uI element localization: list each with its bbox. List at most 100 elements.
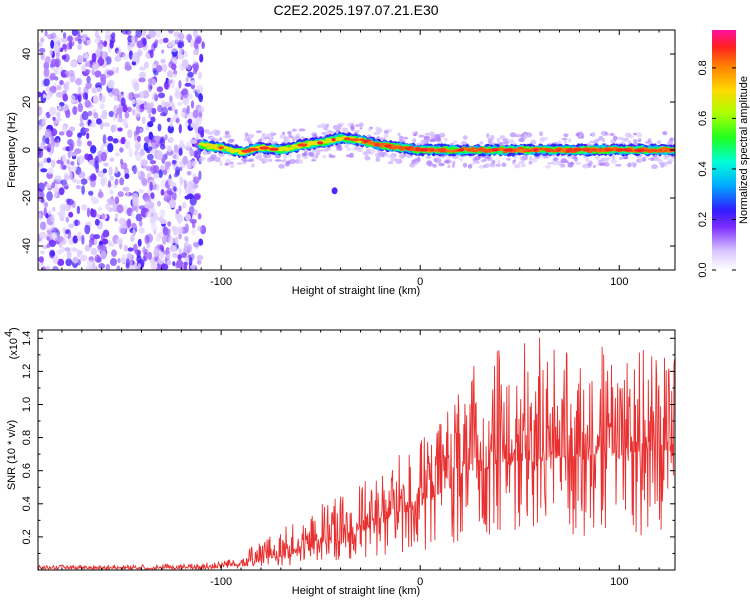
noise-blob [46, 191, 53, 202]
noise-blob [95, 49, 101, 58]
halo-blob [200, 157, 206, 160]
halo-blob [604, 131, 608, 136]
noise-blob [126, 218, 132, 228]
ridge-blob [324, 141, 330, 144]
halo-blob [628, 134, 634, 139]
ridge-peak [648, 148, 656, 152]
noise-blob [147, 153, 154, 161]
halo-blob [604, 157, 609, 162]
noise-blob [130, 265, 136, 270]
noise-blob [131, 98, 136, 105]
noise-blob [112, 88, 120, 97]
noise-blob [107, 135, 114, 142]
noise-blob [92, 61, 96, 72]
noise-blob [172, 226, 179, 236]
noise-blob [127, 247, 134, 252]
noise-blob [89, 123, 96, 128]
halo-blob [556, 140, 562, 144]
noise-blob [174, 236, 179, 246]
ridge-peak [259, 146, 270, 150]
halo-blob [561, 137, 568, 141]
noise-blob [46, 183, 51, 189]
noise-blob [186, 33, 193, 42]
halo-blob [621, 138, 627, 142]
halo-blob [451, 162, 456, 168]
halo-blob [298, 128, 306, 132]
noise-blob [154, 94, 159, 102]
halo-blob [288, 153, 292, 158]
halo-blob [426, 160, 432, 166]
noise-blob [52, 116, 56, 121]
noise-blob [183, 51, 188, 57]
halo-blob [632, 162, 637, 168]
noise-blob [102, 134, 107, 144]
noise-blob [56, 111, 61, 119]
halo-blob [610, 158, 618, 164]
noise-blob [65, 216, 70, 223]
noise-blob [125, 258, 130, 268]
noise-blob [188, 256, 193, 267]
noise-blob [141, 116, 146, 125]
noise-blob [115, 68, 119, 74]
noise-blob [78, 171, 86, 179]
colorbar-tick-label: 0.2 [697, 212, 709, 227]
halo-blob [289, 158, 296, 165]
noise-blob [77, 132, 82, 139]
spectrogram-ylabel: Frequency (Hz) [6, 112, 18, 188]
noise-blob [161, 100, 165, 108]
noise-blob [94, 218, 100, 226]
y-tick-label: 1.4 [21, 331, 33, 346]
noise-blob [56, 159, 62, 164]
halo-blob [588, 160, 593, 166]
ridge-blob [212, 144, 219, 147]
halo-blob [470, 162, 476, 166]
noise-blob [117, 127, 123, 132]
noise-blob [86, 75, 91, 84]
noise-blob [153, 135, 161, 142]
noise-blob [178, 80, 182, 89]
noise-blob [44, 30, 48, 37]
halo-blob [295, 135, 300, 140]
noise-blob [148, 131, 154, 140]
noise-blob [38, 146, 42, 156]
noise-blob [162, 250, 170, 255]
noise-blob [96, 213, 101, 219]
halo-blob [519, 156, 525, 160]
noise-blob [151, 78, 156, 86]
noise-blob [95, 87, 102, 93]
halo-blob [224, 130, 230, 136]
halo-blob [207, 157, 212, 163]
ridge-blob [288, 147, 296, 150]
noise-blob [100, 73, 107, 82]
noise-blob [94, 37, 101, 44]
noise-blob [71, 30, 78, 37]
snr-scale-exp: 4 [3, 331, 15, 337]
noise-blob [187, 181, 194, 191]
noise-blob [124, 139, 131, 150]
noise-blob [176, 259, 184, 269]
noise-blob [120, 136, 126, 145]
noise-blob [62, 32, 67, 39]
noise-blob [143, 136, 151, 143]
noise-blob [108, 110, 115, 118]
halo-blob [320, 122, 327, 128]
noise-blob [43, 207, 48, 217]
noise-blob [39, 191, 45, 199]
noise-blob [68, 165, 72, 173]
noise-blob [84, 99, 91, 108]
noise-blob [160, 58, 166, 64]
noise-blob [109, 175, 115, 181]
ridge-peak [543, 148, 554, 152]
noise-blob [64, 175, 70, 181]
halo-blob [591, 132, 595, 137]
noise-blob [56, 235, 64, 243]
noise-blob [149, 160, 157, 165]
noise-blob [79, 250, 83, 256]
ridge-peak [398, 146, 404, 150]
noise-blob [138, 219, 143, 227]
noise-blob [161, 63, 168, 72]
noise-blob [60, 37, 68, 43]
halo-blob [501, 162, 507, 167]
halo-blob [636, 158, 640, 163]
noise-blob [160, 189, 165, 196]
